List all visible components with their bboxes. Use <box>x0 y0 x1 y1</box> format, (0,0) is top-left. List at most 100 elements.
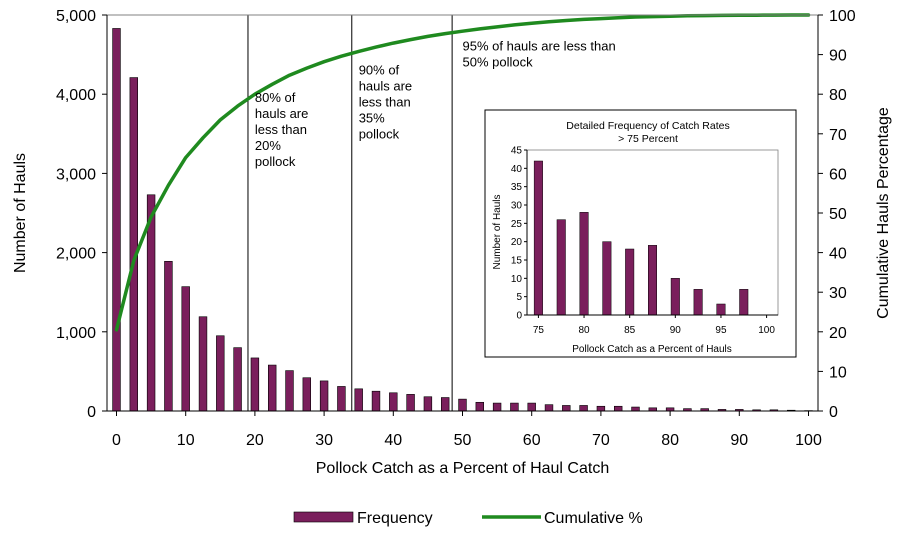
frequency-bar <box>440 397 450 412</box>
frequency-bar <box>198 316 208 412</box>
annotation-text: 20% <box>255 138 281 153</box>
frequency-bar <box>216 335 225 412</box>
inset-y-tick-label: 5 <box>516 292 522 303</box>
annotation-text: 35% <box>359 110 385 125</box>
inset-y-tick-label: 25 <box>511 219 523 230</box>
y2-axis-title: Cumulative Hauls Percentage <box>875 107 892 319</box>
inset-x-tick-label: 95 <box>715 325 727 336</box>
inset-bar <box>579 212 589 316</box>
inset-chart: 0 5 10 15 20 25 30 35 40 45 75 80 85 90 95 100 Detailed … <box>484 109 797 358</box>
frequency-bar <box>371 390 381 412</box>
x-tick-label: 50 <box>454 432 472 449</box>
legend-cumulative-label: Cumulative % <box>544 510 643 527</box>
x-tick-label: 100 <box>795 432 822 449</box>
x-tick-label: 20 <box>246 432 264 449</box>
annotation-text: pollock <box>359 126 400 141</box>
axes: 0 10 20 30 40 50 60 70 80 90 10001,0002,0003,0004,… <box>12 8 892 477</box>
annotation-text: hauls are <box>255 106 308 121</box>
frequency-bar <box>389 392 398 412</box>
y2-tick-label: 40 <box>829 246 847 263</box>
inset-x-tick-label: 80 <box>578 325 590 336</box>
inset-bar <box>670 278 680 316</box>
inset-x-tick-label: 100 <box>758 325 775 336</box>
frequency-bar <box>579 405 588 412</box>
y-tick-label: 3,000 <box>56 166 96 183</box>
frequency-bar <box>458 398 467 412</box>
annotation-text: 95% of hauls are less than <box>463 39 616 54</box>
frequency-bar <box>285 370 294 412</box>
frequency-bar <box>475 401 484 412</box>
inset-bar <box>625 248 635 316</box>
inset-bar <box>739 289 749 316</box>
inset-frame <box>484 109 797 358</box>
frequency-bar <box>544 404 554 412</box>
inset-y-tick-label: 10 <box>511 274 523 285</box>
frequency-bar <box>492 402 502 412</box>
frequency-bar <box>267 364 277 412</box>
threshold-lines <box>247 15 453 411</box>
x-tick-label: 70 <box>592 432 610 449</box>
frequency-bar <box>250 357 260 412</box>
annotation-text: less than <box>359 94 411 109</box>
inset-y-axis-title: Number of Hauls <box>492 194 503 269</box>
y-tick-label: 4,000 <box>56 87 96 104</box>
inset-x-tick-label: 75 <box>533 325 545 336</box>
cumulative-line <box>114 13 811 332</box>
x-tick-label: 10 <box>177 432 195 449</box>
frequency-bar <box>129 77 138 412</box>
inset-x-axis-title: Pollock Catch as a Percent of Hauls <box>572 344 732 355</box>
frequency-bar <box>181 286 190 412</box>
frequency-bar <box>112 28 121 412</box>
frequency-bar <box>164 261 173 412</box>
inset-bar <box>556 219 566 316</box>
annotation-text: hauls are <box>359 78 412 93</box>
frequency-bar <box>527 402 536 412</box>
annotation-text: pollock <box>255 154 296 169</box>
inset-bar <box>648 245 657 316</box>
frequency-bar <box>406 394 415 412</box>
annotation-text: 80% of <box>255 90 296 105</box>
frequency-bar <box>562 405 571 412</box>
inset-x-tick-label: 85 <box>624 325 636 336</box>
y-tick-label: 2,000 <box>56 246 96 263</box>
frequency-bar <box>510 402 519 412</box>
y2-tick-label: 50 <box>829 206 847 223</box>
inset-y-tick-label: 20 <box>511 237 523 248</box>
inset-x-tick-label: 90 <box>670 325 682 336</box>
x-tick-label: 30 <box>315 432 333 449</box>
y-tick-label: 0 <box>87 404 96 421</box>
legend: Frequency Cumulative % <box>293 510 643 527</box>
y2-tick-label: 100 <box>829 8 856 25</box>
inset-bar <box>693 289 703 316</box>
annotation-text: 50% pollock <box>463 55 534 70</box>
x-tick-label: 40 <box>384 432 402 449</box>
x-tick-label: 80 <box>661 432 679 449</box>
inset-bar <box>716 303 726 316</box>
frequency-bar <box>423 396 433 412</box>
inset-title-line: Detailed Frequency of Catch Rates <box>566 120 729 132</box>
inset-y-tick-label: 40 <box>511 164 523 175</box>
y2-tick-label: 30 <box>829 285 847 302</box>
inset-bar <box>533 160 543 316</box>
frequency-bar <box>233 347 242 412</box>
frequency-bar <box>319 380 329 412</box>
x-tick-label: 60 <box>523 432 541 449</box>
inset-y-tick-label: 30 <box>511 201 523 212</box>
inset-y-tick-label: 45 <box>511 146 523 157</box>
frequency-bar <box>337 386 346 412</box>
inset-y-tick-label: 35 <box>511 182 523 193</box>
y-axis-title: Number of Hauls <box>12 153 29 273</box>
legend-frequency-label: Frequency <box>357 510 433 527</box>
annotation-text: 90% of <box>359 62 400 77</box>
y2-tick-label: 10 <box>829 364 847 381</box>
legend-frequency-swatch <box>293 511 354 523</box>
y2-tick-label: 90 <box>829 48 847 65</box>
frequency-bar <box>613 405 623 412</box>
x-tick-label: 90 <box>730 432 748 449</box>
frequency-bar <box>354 388 363 412</box>
x-axis-title: Pollock Catch as a Percent of Haul Catch <box>316 460 609 477</box>
inset-title-line: > 75 Percent <box>618 133 678 145</box>
